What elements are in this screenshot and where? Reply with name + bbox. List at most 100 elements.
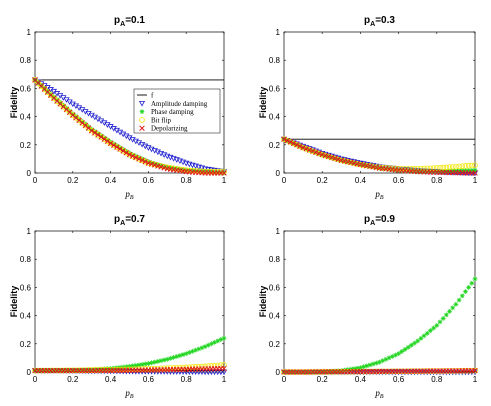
point [127,150,132,156]
point [180,352,186,358]
point [415,338,421,344]
x-tick-label: 0.4 [105,176,117,185]
point [325,369,332,375]
point [431,325,437,331]
point [462,367,469,374]
x-tick-label: 0 [33,375,38,384]
chart-title: pA=0.1 [114,15,145,28]
point [424,165,431,172]
point [126,151,133,158]
point [393,352,398,358]
series-bit-flip [281,367,478,375]
point [449,368,456,374]
point [437,368,443,374]
point [325,153,332,160]
point [434,323,440,328]
point [190,348,195,354]
point [146,361,151,366]
point [309,369,316,375]
point [373,368,380,375]
point [443,312,449,318]
point [142,158,149,165]
point [313,149,319,156]
point [358,365,363,371]
point [155,162,161,167]
point [105,137,110,143]
point [105,366,110,372]
legend-entry-label: Bit flip [151,116,172,124]
point [414,368,421,374]
point [158,164,164,170]
point [450,305,456,311]
series-depolarizing [32,77,227,176]
point [152,359,158,365]
point [421,165,427,172]
x-tick-label: 0.2 [317,375,329,384]
point [151,162,158,168]
x-tick-label: 0.4 [355,375,367,384]
point [218,362,224,368]
point [214,362,221,369]
subplot-2: 0 0.2 0.4 0.6 0.8 1 0 0.2 0.4 0.6 0.8 1 pA=0.3 pB Fide… [258,15,479,201]
point [57,100,63,105]
legend-entry-label: Phase damping [151,108,194,116]
point [459,163,466,169]
point [161,165,167,171]
point [217,369,224,376]
point [405,368,411,375]
plot-area [34,31,225,174]
x-axis-label: pB [124,189,134,201]
point [63,106,70,113]
point [211,369,218,376]
point [450,168,456,174]
point [418,335,424,341]
point [443,164,450,171]
x-axis-label: pB [374,388,384,400]
point [199,345,205,351]
point [32,77,38,83]
point [164,365,171,371]
point [459,168,465,174]
point [148,161,155,167]
point [463,289,468,295]
point [437,165,443,171]
point [466,168,472,173]
point [427,368,434,374]
point [107,140,114,147]
point [440,164,446,171]
point [459,367,466,374]
point [133,154,139,161]
point [412,340,417,346]
point [342,367,347,373]
point [328,368,335,375]
x-tick-label: 0.8 [431,375,443,384]
y-tick-label: 0 [276,368,281,377]
point [45,88,50,94]
x-axis-label: pB [124,388,134,400]
x-tick-label: 0.8 [431,176,443,185]
point [395,368,402,375]
legend-marker-swatch [138,100,146,107]
point [130,152,136,158]
y-tick-label: 1 [276,227,281,236]
series-amplitude-damping [31,77,228,175]
point [367,368,373,375]
point [472,367,478,374]
point [108,139,113,145]
point [54,98,60,104]
point [446,164,453,170]
series-depolarizing [32,365,227,374]
point [360,368,367,375]
point [86,367,91,373]
point [433,165,440,171]
point [351,366,357,372]
point [101,136,108,142]
point [453,163,459,170]
point [198,369,206,376]
point [205,169,211,175]
point [92,129,98,134]
point [402,368,408,375]
point [129,153,136,159]
x-tick-label: 0.6 [143,176,155,185]
